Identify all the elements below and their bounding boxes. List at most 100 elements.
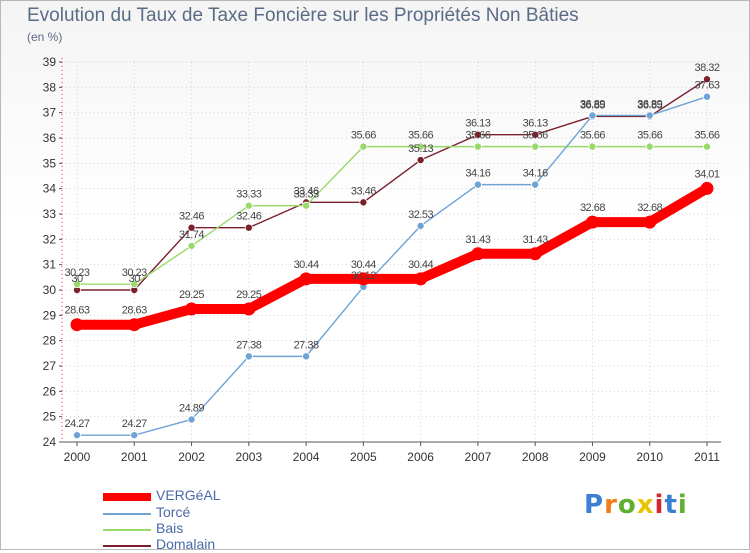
chart-title: Evolution du Taux de Taxe Foncière sur l… [27,5,579,26]
data-label-bais: 35.66 [523,130,548,142]
data-point-torce [130,431,139,440]
data-label-torce: 34.16 [465,168,490,180]
data-label-bais: 35.66 [694,130,719,142]
data-label-vergeal: 29.25 [236,289,261,301]
y-tick-label: 38 [43,80,57,94]
proxiti-logo: Proxiti [584,490,688,520]
logo-letter: t [664,490,678,520]
data-label-bais: 30.23 [64,267,89,279]
y-tick-label: 29 [43,308,57,322]
data-label-torce: 27.38 [294,339,319,351]
data-point-bais [302,201,311,210]
x-tick-label: 2003 [235,450,262,464]
data-label-vergeal: 30.44 [408,259,433,271]
data-label-torce: 37.63 [694,80,719,92]
data-label-torce: 36.89 [637,98,662,110]
grid-layer [62,61,721,443]
x-tick-label: 2007 [465,450,492,464]
data-point-bais [473,142,482,151]
y-tick-label: 25 [43,410,57,424]
axis-layer: 24 25 26 27 28 29 30 31 32 33 34 35 36 37 38 39 2000 2001… [43,55,721,464]
series-layer [70,75,714,440]
data-label-domalain: 38.32 [694,62,719,74]
data-point-bais [588,142,597,151]
data-label-domalain: 33.46 [351,185,376,197]
data-label-bais: 33.33 [236,189,261,201]
x-tick-label: 2011 [694,450,720,464]
data-label-bais: 35.66 [580,130,605,142]
legend-swatch-vergeal [103,493,151,501]
legend-label-torce: Torcé [156,504,191,520]
y-tick-label: 30 [43,283,57,297]
data-label-vergeal: 32.68 [637,202,662,214]
data-label-vergeal: 30.44 [351,259,376,271]
data-point-vergeal [585,215,599,229]
x-tick-label: 2005 [350,450,377,464]
data-point-domalain [473,130,482,139]
y-tick-label: 35 [43,156,57,170]
data-point-domalain [416,156,425,165]
data-point-bais [645,142,654,151]
y-tick-label: 26 [43,384,57,398]
data-point-torce [302,352,311,361]
data-label-bais: 30.23 [122,267,147,279]
data-label-torce: 24.89 [179,402,204,414]
data-label-vergeal: 29.25 [179,289,204,301]
x-tick-label: 2006 [407,450,434,464]
data-label-domalain: 36.85 [580,99,605,111]
data-label-domalain: 36.13 [465,118,490,130]
data-point-torce [187,415,196,424]
data-label-bais: 35.66 [637,130,662,142]
data-point-domalain [359,198,368,207]
y-tick-label: 36 [43,131,57,145]
data-label-domalain: 33.46 [294,185,319,197]
data-point-bais [416,142,425,151]
data-label-vergeal: 31.43 [523,234,548,246]
data-point-torce [73,431,82,440]
data-point-torce [703,92,712,101]
x-tick-label: 2008 [522,450,549,464]
data-point-torce [244,352,253,361]
data-point-domalain [187,223,196,232]
series-line-torce [76,96,708,436]
y-tick-label: 37 [43,106,57,120]
data-label-vergeal: 30.44 [294,259,319,271]
data-label-torce: 24.27 [122,418,147,430]
data-point-domalain [531,130,540,139]
data-label-torce: 27.38 [236,339,261,351]
data-point-vergeal [414,272,428,286]
data-point-torce [531,180,540,189]
data-label-torce: 34.16 [523,168,548,180]
y-axis-unit-label: (en %) [27,30,63,44]
data-label-domalain: 35.13 [408,143,433,155]
data-label-vergeal: 34.01 [694,168,719,180]
y-tick-label: 33 [43,207,57,221]
legend-swatch-torce [103,513,151,515]
legend-swatch-domalain [103,545,151,547]
data-point-torce [588,111,597,120]
y-tick-label: 39 [43,55,57,69]
x-tick-label: 2009 [579,450,606,464]
data-label-torce: 32.53 [408,209,433,221]
logo-letter: i [677,490,688,520]
data-label-domalain: 36.13 [523,118,548,130]
series-line-vergeal [72,183,712,330]
data-point-torce [645,111,654,120]
data-point-vergeal [471,247,485,261]
data-point-domalain [703,75,712,84]
data-point-vergeal [528,247,542,261]
data-label-vergeal: 28.63 [64,305,89,317]
data-point-vergeal [643,215,657,229]
legend-label-bais: Bais [156,520,184,536]
data-point-vergeal [185,302,199,316]
data-label-vergeal: 28.63 [122,305,147,317]
data-point-vergeal [127,318,141,332]
x-tick-label: 2010 [636,450,663,464]
y-tick-label: 32 [43,232,57,246]
series-line-domalain [76,78,708,291]
data-label-vergeal: 31.43 [465,234,490,246]
data-label-bais: 33.33 [294,189,319,201]
